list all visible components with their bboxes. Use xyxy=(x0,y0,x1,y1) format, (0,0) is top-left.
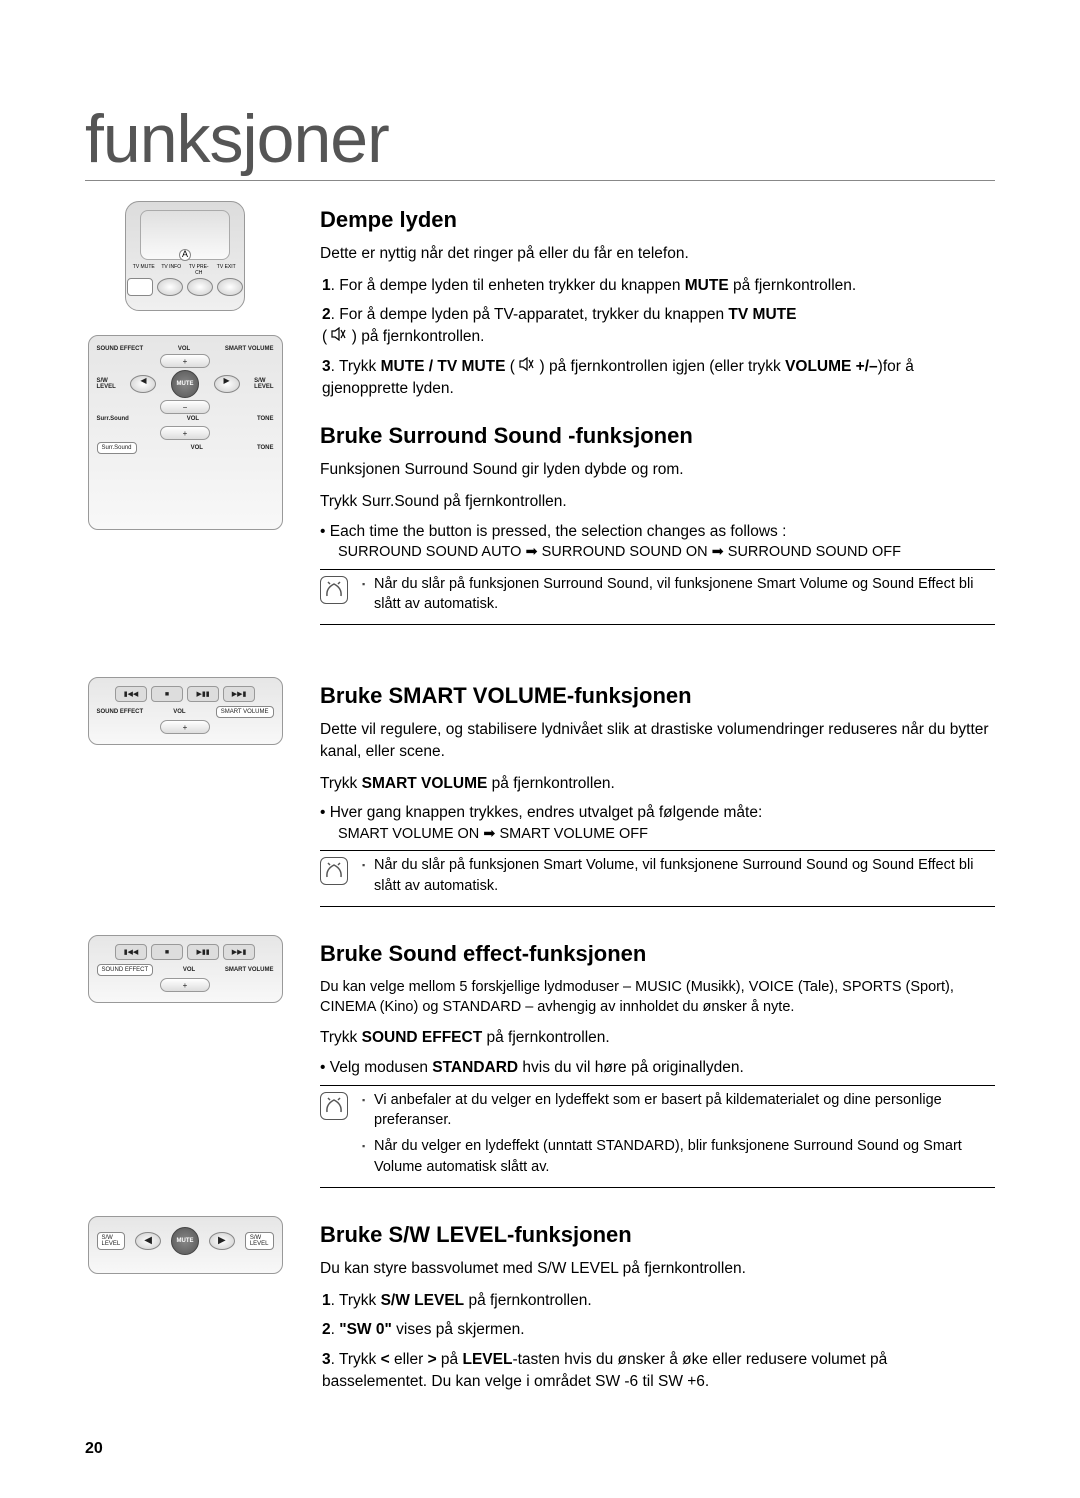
vol-label-se: VOL xyxy=(183,967,195,973)
swlevel-heading: Bruke S/W LEVEL-funksjonen xyxy=(320,1222,995,1248)
smartvol-note-text: Når du slår på funksjonen Smart Volume, … xyxy=(362,855,995,896)
vol-label: VOL xyxy=(178,346,190,352)
tv-exit-button-icon xyxy=(217,278,243,296)
vol-label-sv: VOL xyxy=(173,709,185,715)
smartvol-intro: Dette vil regulere, og stabilisere lydni… xyxy=(320,719,995,762)
swlevel-panel: S/W LEVEL ◀ MUTE ▶ S/W LEVEL xyxy=(88,1216,283,1274)
smartvol-instruction: Trykk SMART VOLUME på fjernkontrollen. xyxy=(320,773,995,795)
dempe-steps: 1. For å dempe lyden til enheten trykker… xyxy=(320,275,995,400)
mute-button-icon: MUTE xyxy=(171,370,199,398)
surround-note-text: Når du slår på funksjonen Surround Sound… xyxy=(362,574,995,615)
swlevel-step-1: 1. Trykk S/W LEVEL på fjernkontrollen. xyxy=(320,1290,995,1312)
smart-volume-highlight: SMART VOLUME xyxy=(216,706,274,718)
remote-illustrations: TV MUTE TV INFO TV PRE-CH TV EXIT SOUND … xyxy=(85,201,285,649)
page-number: 20 xyxy=(85,1440,995,1458)
tv-mute-button-icon xyxy=(127,278,153,296)
section-dempe: TV MUTE TV INFO TV PRE-CH TV EXIT SOUND … xyxy=(85,201,995,649)
note-icon-2 xyxy=(320,857,348,885)
soundeffect-panel: ▮◀◀■▶▮▮▶▶▮ SOUND EFFECT VOL SMART VOLUME… xyxy=(88,935,283,1003)
swlevel-steps: 1. Trykk S/W LEVEL på fjernkontrollen. 2… xyxy=(320,1290,995,1393)
tv-exit-label: TV EXIT xyxy=(214,264,240,276)
tone-label: TONE xyxy=(257,416,274,422)
sw-level-right-label: S/W LEVEL xyxy=(254,378,273,390)
tv-prech-label: TV PRE-CH xyxy=(186,264,212,276)
sound-effect-highlight: SOUND EFFECT xyxy=(97,964,154,976)
swlevel-step-3: 3. Trykk < eller > på LEVEL-tasten hvis … xyxy=(320,1349,995,1392)
sw-level-right-highlight: S/W LEVEL xyxy=(245,1232,274,1250)
mute-glyph-icon-2 xyxy=(519,356,535,378)
soundeffect-instruction: Trykk SOUND EFFECT på fjernkontrollen. xyxy=(320,1027,995,1049)
surround-bullet: Each time the button is pressed, the sel… xyxy=(320,521,995,563)
remote-top-illustration: TV MUTE TV INFO TV PRE-CH TV EXIT xyxy=(125,201,245,311)
smartvol-bullet: Hver gang knappen trykkes, endres utvalg… xyxy=(320,802,995,844)
tv-mute-label: TV MUTE xyxy=(131,264,157,276)
dempe-step-2: 2. For å dempe lyden på TV-apparatet, tr… xyxy=(320,304,995,347)
note-icon xyxy=(320,576,348,604)
surr-sound-highlight: Surr.Sound xyxy=(97,442,137,454)
vol-label-3: VOL xyxy=(191,445,203,451)
tv-info-label: TV INFO xyxy=(159,264,185,276)
mute-btn-sw: MUTE xyxy=(171,1227,199,1255)
section-soundeffect: ▮◀◀■▶▮▮▶▶▮ SOUND EFFECT VOL SMART VOLUME… xyxy=(85,935,995,1188)
mute-glyph-icon xyxy=(331,326,347,348)
surround-note: Når du slår på funksjonen Surround Sound… xyxy=(320,569,995,626)
dempe-step-3: 3. Trykk MUTE / TV MUTE ( ) på fjernkont… xyxy=(320,356,995,399)
page-title: funksjoner xyxy=(85,100,995,181)
sw-level-left-highlight: S/W LEVEL xyxy=(97,1232,126,1250)
sound-effect-label: SOUND EFFECT xyxy=(97,346,144,352)
soundeffect-bullet: Velg modusen STANDARD hvis du vil høre p… xyxy=(320,1057,995,1079)
surround-instruction: Trykk Surr.Sound på fjernkontrollen. xyxy=(320,491,995,513)
smartvol-heading: Bruke SMART VOLUME-funksjonen xyxy=(320,683,995,709)
vol-label-2: VOL xyxy=(187,416,199,422)
sw-level-left-label: S/W LEVEL xyxy=(97,378,116,390)
surround-sequence: SURROUND SOUND AUTO ➡ SURROUND SOUND ON … xyxy=(320,542,995,562)
soundeffect-intro: Du kan velge mellom 5 forskjellige lydmo… xyxy=(320,977,995,1018)
swlevel-intro: Du kan styre bassvolumet med S/W LEVEL p… xyxy=(320,1258,995,1280)
surr-sound-label: Surr.Sound xyxy=(97,416,129,422)
soundeffect-note-2: Når du velger en lydeffekt (unntatt STAN… xyxy=(362,1136,995,1177)
section-smartvol: ▮◀◀■▶▮▮▶▶▮ SOUND EFFECT VOL SMART VOLUME… xyxy=(85,677,995,907)
soundeffect-note: Vi anbefaler at du velger en lydeffekt s… xyxy=(320,1085,995,1188)
smart-volume-label: SMART VOLUME xyxy=(225,346,274,352)
smartvol-sequence: SMART VOLUME ON ➡ SMART VOLUME OFF xyxy=(320,824,995,844)
surround-bullets: Each time the button is pressed, the sel… xyxy=(320,521,995,563)
section-swlevel: S/W LEVEL ◀ MUTE ▶ S/W LEVEL Bruke S/W L… xyxy=(85,1216,995,1400)
soundeffect-heading: Bruke Sound effect-funksjonen xyxy=(320,941,995,967)
tv-info-button-icon xyxy=(157,278,183,296)
se-label-sv: SOUND EFFECT xyxy=(97,709,144,715)
surround-intro: Funksjonen Surround Sound gir lyden dybd… xyxy=(320,459,995,481)
surround-heading: Bruke Surround Sound -funksjonen xyxy=(320,423,995,449)
dempe-heading: Dempe lyden xyxy=(320,207,995,233)
dempe-step-1: 1. For å dempe lyden til enheten trykker… xyxy=(320,275,995,297)
note-icon-3 xyxy=(320,1092,348,1120)
tone-label-2: TONE xyxy=(257,445,274,451)
tv-prech-button-icon xyxy=(187,278,213,296)
remote-main-panel: SOUND EFFECT VOL SMART VOLUME + S/W LEVE… xyxy=(88,335,283,530)
dempe-intro: Dette er nyttig når det ringer på eller … xyxy=(320,243,995,265)
smartvol-bullets: Hver gang knappen trykkes, endres utvalg… xyxy=(320,802,995,844)
smartvol-note: Når du slår på funksjonen Smart Volume, … xyxy=(320,850,995,907)
soundeffect-bullets: Velg modusen STANDARD hvis du vil høre p… xyxy=(320,1057,995,1079)
sv-label-se: SMART VOLUME xyxy=(225,967,274,973)
smartvol-panel: ▮◀◀■▶▮▮▶▶▮ SOUND EFFECT VOL SMART VOLUME… xyxy=(88,677,283,745)
soundeffect-note-1: Vi anbefaler at du velger en lydeffekt s… xyxy=(362,1090,995,1131)
swlevel-step-2: 2. "SW 0" vises på skjermen. xyxy=(320,1319,995,1341)
